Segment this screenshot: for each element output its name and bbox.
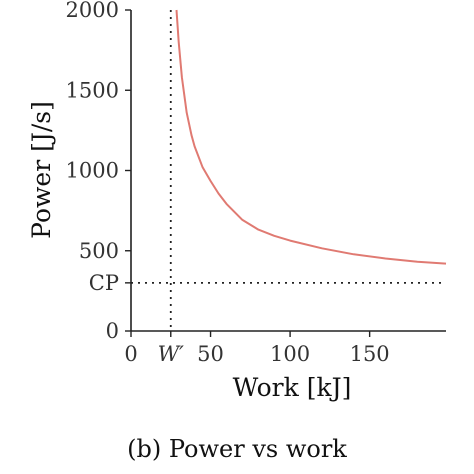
y-tick-label: 500 [79, 239, 119, 263]
y-tick-label: 1000 [66, 159, 119, 183]
reference-lines [131, 10, 446, 331]
x-tick-label: 100 [270, 342, 310, 366]
power-vs-work-chart: 0 W′ 50 100 150 0 CP 500 1000 1500 2000 Work [kJ]… [27, 0, 447, 402]
x-tick-label: 150 [350, 342, 390, 366]
y-tick-label: 0 [106, 319, 119, 343]
y-tick-label: CP [89, 271, 119, 295]
y-ticks: 0 CP 500 1000 1500 2000 [66, 0, 131, 343]
x-ticks: 0 W′ 50 100 150 [124, 331, 390, 366]
y-axis-label: Power [J/s] [27, 101, 56, 239]
figure-caption: (b) Power vs work [127, 435, 347, 463]
series-line [175, 9, 447, 265]
y-tick-label: 1500 [66, 78, 119, 102]
y-tick-label: 2000 [66, 0, 119, 22]
x-tick-label: 50 [197, 342, 224, 366]
x-tick-label: W′ [158, 342, 185, 366]
x-tick-label: 0 [124, 342, 137, 366]
series-layer [175, 9, 447, 265]
x-axis-label: Work [kJ] [233, 373, 352, 402]
